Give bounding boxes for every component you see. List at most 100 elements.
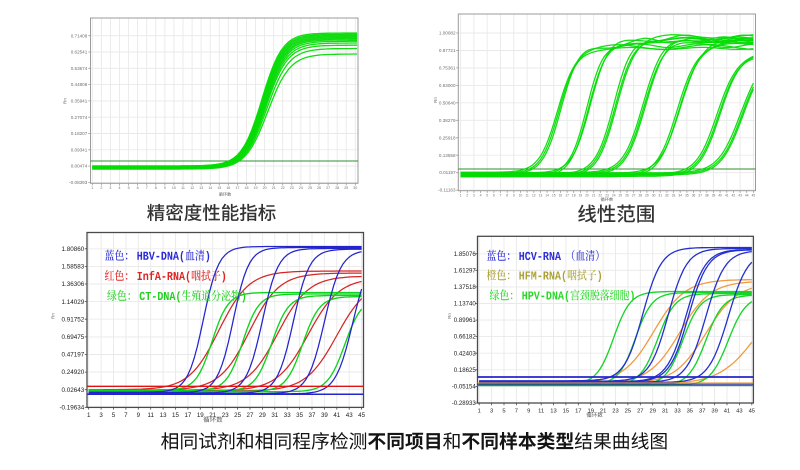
svg-text:23: 23 bbox=[222, 412, 229, 419]
svg-text:39: 39 bbox=[711, 409, 717, 415]
svg-text:0.89961: 0.89961 bbox=[454, 317, 477, 324]
svg-text:0.27074: 0.27074 bbox=[71, 115, 88, 120]
svg-text:Rn: Rn bbox=[63, 98, 68, 104]
svg-text:9: 9 bbox=[527, 409, 530, 415]
svg-text:14: 14 bbox=[545, 194, 549, 198]
svg-text:0.13558: 0.13558 bbox=[439, 153, 456, 158]
svg-text:13: 13 bbox=[550, 409, 556, 415]
svg-text:20: 20 bbox=[263, 186, 267, 190]
svg-text:5: 5 bbox=[112, 412, 116, 419]
svg-text:7: 7 bbox=[500, 194, 502, 198]
svg-text:0.18207: 0.18207 bbox=[71, 131, 88, 136]
svg-text:17: 17 bbox=[575, 409, 581, 415]
svg-text:0.44808: 0.44808 bbox=[71, 82, 88, 87]
svg-text:19: 19 bbox=[197, 412, 204, 419]
svg-text:0.53674: 0.53674 bbox=[71, 66, 88, 71]
svg-text:25: 25 bbox=[308, 186, 312, 190]
svg-text:15: 15 bbox=[217, 186, 221, 190]
svg-text:0.00474: 0.00474 bbox=[71, 164, 88, 169]
svg-text:1.80860: 1.80860 bbox=[62, 246, 85, 253]
svg-text:15: 15 bbox=[563, 409, 569, 415]
svg-text:1.00082: 1.00082 bbox=[439, 31, 456, 36]
svg-text:0.75361: 0.75361 bbox=[439, 66, 456, 71]
svg-text:0.47197: 0.47197 bbox=[62, 352, 85, 359]
svg-text:35: 35 bbox=[685, 194, 689, 198]
svg-text:15: 15 bbox=[552, 194, 556, 198]
svg-text:21: 21 bbox=[600, 409, 606, 415]
svg-text:Rn: Rn bbox=[51, 313, 56, 319]
svg-text:19: 19 bbox=[579, 194, 583, 198]
svg-text:-0.28933: -0.28933 bbox=[452, 400, 477, 407]
svg-text:13: 13 bbox=[199, 186, 203, 190]
svg-text:6: 6 bbox=[137, 186, 139, 190]
svg-text:3: 3 bbox=[473, 194, 475, 198]
svg-text:9: 9 bbox=[513, 194, 515, 198]
svg-text:39: 39 bbox=[712, 194, 716, 198]
svg-text:22: 22 bbox=[599, 194, 603, 198]
svg-text:3: 3 bbox=[490, 409, 493, 415]
svg-text:36: 36 bbox=[692, 194, 696, 198]
svg-text:15: 15 bbox=[172, 412, 179, 419]
svg-text:8: 8 bbox=[155, 186, 157, 190]
svg-text:0.63000: 0.63000 bbox=[439, 83, 456, 88]
svg-text:45: 45 bbox=[358, 412, 365, 419]
svg-text:21: 21 bbox=[592, 194, 596, 198]
svg-text:35: 35 bbox=[687, 409, 693, 415]
svg-text:5: 5 bbox=[502, 409, 505, 415]
svg-text:1: 1 bbox=[87, 412, 91, 419]
svg-text:1.58583: 1.58583 bbox=[62, 264, 85, 271]
svg-text:41: 41 bbox=[333, 412, 340, 419]
svg-text:10: 10 bbox=[519, 194, 523, 198]
svg-text:42: 42 bbox=[732, 194, 736, 198]
svg-text:9: 9 bbox=[164, 186, 166, 190]
svg-text:40: 40 bbox=[718, 194, 722, 198]
svg-text:27: 27 bbox=[247, 412, 254, 419]
svg-text:9: 9 bbox=[137, 412, 141, 419]
svg-text:0.87721: 0.87721 bbox=[439, 48, 456, 53]
svg-text:24: 24 bbox=[299, 186, 303, 190]
svg-text:11: 11 bbox=[147, 412, 154, 419]
svg-text:-0.19634: -0.19634 bbox=[59, 405, 84, 412]
svg-text:41: 41 bbox=[725, 194, 729, 198]
svg-text:1.37518: 1.37518 bbox=[454, 284, 477, 291]
svg-text:27: 27 bbox=[632, 194, 636, 198]
svg-text:26: 26 bbox=[317, 186, 321, 190]
svg-text:43: 43 bbox=[346, 412, 353, 419]
svg-text:44: 44 bbox=[745, 194, 749, 198]
svg-text:25: 25 bbox=[625, 409, 631, 415]
svg-text:23: 23 bbox=[605, 194, 609, 198]
svg-text:35: 35 bbox=[296, 412, 303, 419]
svg-text:29: 29 bbox=[645, 194, 649, 198]
svg-text:7: 7 bbox=[515, 409, 518, 415]
svg-text:18: 18 bbox=[572, 194, 576, 198]
svg-text:7: 7 bbox=[146, 186, 148, 190]
svg-text:37: 37 bbox=[698, 194, 702, 198]
svg-text:8: 8 bbox=[506, 194, 508, 198]
svg-text:2: 2 bbox=[466, 194, 468, 198]
svg-text:43: 43 bbox=[738, 194, 742, 198]
svg-text:28: 28 bbox=[335, 186, 339, 190]
svg-text:13: 13 bbox=[539, 194, 543, 198]
svg-text:-0.08393: -0.08393 bbox=[69, 180, 88, 185]
svg-text:1.14029: 1.14029 bbox=[62, 299, 85, 306]
svg-text:0.42403: 0.42403 bbox=[454, 350, 477, 357]
svg-text:0.09341: 0.09341 bbox=[71, 147, 88, 152]
svg-text:45: 45 bbox=[752, 194, 756, 198]
svg-text:Rn: Rn bbox=[433, 97, 438, 103]
svg-text:22: 22 bbox=[281, 186, 285, 190]
svg-text:-0.05154: -0.05154 bbox=[452, 384, 477, 391]
svg-text:3: 3 bbox=[109, 186, 111, 190]
svg-text:0.02643: 0.02643 bbox=[62, 387, 85, 394]
svg-text:27: 27 bbox=[326, 186, 330, 190]
svg-text:17: 17 bbox=[235, 186, 239, 190]
svg-text:6: 6 bbox=[493, 194, 495, 198]
svg-text:1: 1 bbox=[478, 409, 481, 415]
svg-text:0.91752: 0.91752 bbox=[62, 316, 85, 323]
svg-text:7: 7 bbox=[124, 412, 128, 419]
svg-text:31: 31 bbox=[662, 409, 668, 415]
svg-text:23: 23 bbox=[612, 409, 618, 415]
svg-text:11: 11 bbox=[525, 194, 529, 198]
svg-text:0.35941: 0.35941 bbox=[71, 99, 88, 104]
svg-text:39: 39 bbox=[321, 412, 328, 419]
svg-text:0.38279: 0.38279 bbox=[439, 118, 456, 123]
